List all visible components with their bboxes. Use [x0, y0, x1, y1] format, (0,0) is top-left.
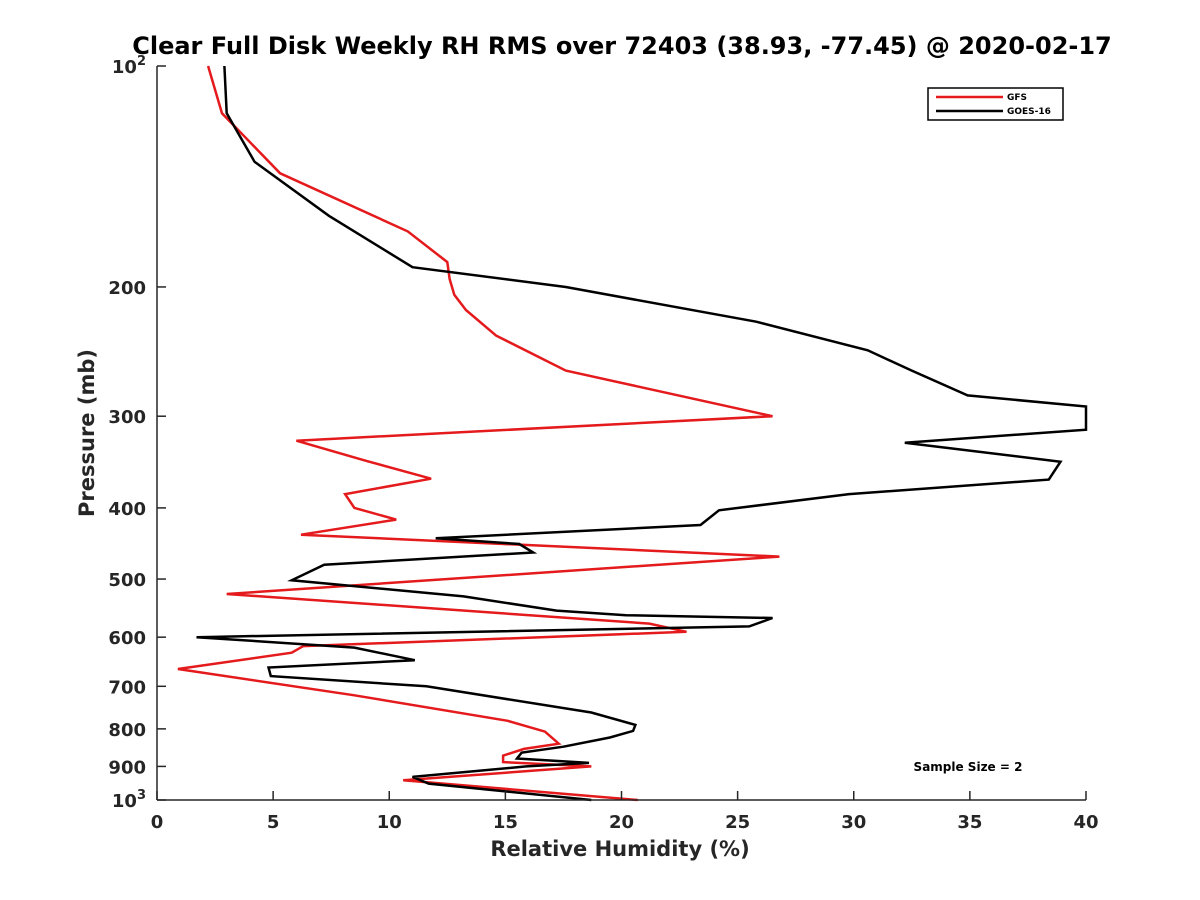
y-axis-ticks: 102 200 300 400 500 600 700 800 900 103 — [108, 54, 166, 812]
x-tick-label: 30 — [841, 812, 866, 833]
series-line-goes-16 — [196, 65, 1088, 802]
x-tick-label: 10 — [377, 812, 402, 833]
y-tick-label: 600 — [108, 628, 146, 649]
x-axis-label: Relative Humidity (%) — [490, 837, 749, 861]
x-tick-label: 15 — [493, 812, 518, 833]
chart-title: Clear Full Disk Weekly RH RMS over 72403… — [132, 32, 1112, 60]
x-tick-label: 25 — [725, 812, 750, 833]
legend-box — [927, 87, 1064, 121]
y-tick-label: 103 — [112, 788, 146, 812]
axes — [156, 66, 1086, 801]
y-tick-label: 900 — [108, 757, 146, 778]
x-tick-label: 5 — [267, 812, 280, 833]
y-axis-label: Pressure (mb) — [75, 349, 99, 517]
y-tick-label: 700 — [108, 677, 146, 698]
y-tick-label: 800 — [108, 720, 146, 741]
y-tick-label: 102 — [112, 54, 146, 78]
x-tick-label: 40 — [1073, 812, 1098, 833]
y-tick-label: 200 — [108, 278, 146, 299]
x-axis-ticks: 0 5 10 15 20 25 30 35 40 — [151, 791, 1099, 833]
y-tick-label: 500 — [108, 570, 146, 591]
legend-label-goes16: GOES-16 — [1007, 107, 1051, 117]
y-tick-label: 400 — [108, 499, 146, 520]
legend-label-gfs: GFS — [1007, 93, 1027, 103]
y-tick-label: 300 — [108, 407, 146, 428]
legend: GFS GOES-16 — [927, 87, 1064, 121]
sample-size-annotation: Sample Size = 2 — [914, 760, 1023, 774]
x-tick-label: 20 — [609, 812, 634, 833]
plot-lines — [177, 65, 1088, 802]
x-tick-label: 35 — [957, 812, 982, 833]
series-line-gfs — [177, 65, 780, 802]
x-tick-label: 0 — [151, 812, 164, 833]
